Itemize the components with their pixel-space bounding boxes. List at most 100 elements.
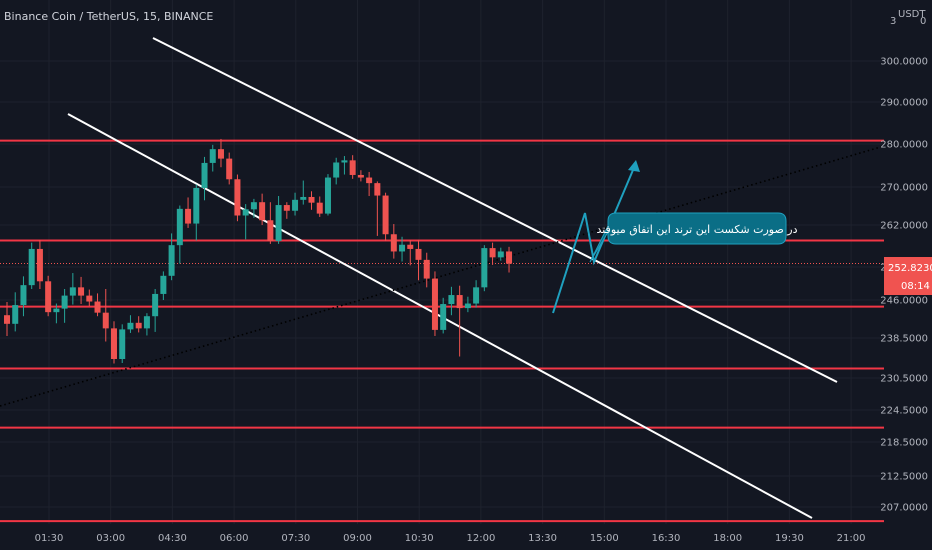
candle[interactable] [316, 196, 323, 217]
annotation-bubble[interactable] [589, 212, 787, 263]
candle[interactable] [464, 296, 471, 313]
candle[interactable] [12, 292, 19, 332]
x-tick-label: 07:30 [281, 533, 310, 544]
candle[interactable] [110, 321, 117, 364]
candle-body [119, 329, 126, 359]
candle[interactable] [407, 240, 414, 266]
candle[interactable] [209, 144, 216, 172]
x-tick-label: 04:30 [158, 533, 187, 544]
candle[interactable] [341, 156, 348, 175]
candle-body [217, 149, 224, 159]
candle[interactable] [168, 233, 175, 281]
candle-body [53, 308, 60, 313]
candle[interactable] [217, 138, 224, 168]
candle[interactable] [415, 239, 422, 281]
candle[interactable] [382, 192, 389, 241]
candle[interactable] [366, 171, 373, 197]
candle[interactable] [456, 285, 463, 357]
candle[interactable] [399, 236, 406, 262]
candle[interactable] [86, 289, 93, 307]
candle[interactable] [127, 315, 134, 333]
candle[interactable] [448, 286, 455, 316]
candle[interactable] [292, 192, 299, 216]
candle[interactable] [201, 156, 208, 201]
candle[interactable] [94, 293, 101, 317]
candle[interactable] [481, 245, 488, 292]
candle-body [94, 301, 101, 313]
candle[interactable] [357, 170, 364, 182]
time-axis[interactable]: 01:30 03:00 04:30 06:00 07:30 09:00 10:30 12:00… [35, 533, 866, 544]
candle[interactable] [45, 275, 52, 317]
candle-body [366, 177, 373, 184]
channel-upper-line[interactable] [152, 37, 838, 383]
candle-body [234, 179, 241, 216]
candle-body [431, 278, 438, 330]
candle[interactable] [185, 197, 192, 228]
candle[interactable] [234, 174, 241, 222]
candle[interactable] [390, 224, 397, 259]
candle[interactable] [242, 204, 249, 240]
candle[interactable] [143, 313, 150, 336]
candle[interactable] [431, 271, 438, 336]
candle[interactable] [226, 152, 233, 185]
candle[interactable] [267, 202, 274, 244]
trend-lines [0, 37, 885, 519]
candle[interactable] [324, 174, 331, 216]
candle[interactable] [160, 271, 167, 300]
chart-title: Binance Coin / TetherUS, 15, BINANCE [4, 10, 213, 23]
candle[interactable] [102, 289, 109, 342]
y-tick-label: 290.0000 [880, 98, 928, 109]
annotation-text: در صورت شکست این ترند این اتفاق میوفتد [596, 223, 797, 236]
candle-body [390, 234, 397, 252]
candle[interactable] [119, 324, 126, 363]
candle-body [440, 304, 447, 330]
candle[interactable] [61, 289, 68, 323]
candle[interactable] [78, 276, 85, 305]
candle[interactable] [333, 157, 340, 185]
candle[interactable] [36, 240, 43, 289]
candle[interactable] [275, 196, 282, 244]
x-tick-label: 01:30 [35, 533, 64, 544]
candle[interactable] [506, 246, 513, 273]
candle-body [267, 220, 274, 241]
candle[interactable] [489, 242, 496, 265]
dotted-trend-line[interactable] [0, 145, 885, 407]
candle[interactable] [440, 297, 447, 334]
candle[interactable] [259, 193, 266, 225]
candle-body [168, 245, 175, 276]
candle[interactable] [308, 191, 315, 210]
projection-arrow-path[interactable] [552, 162, 637, 314]
candle[interactable] [374, 181, 381, 236]
candle[interactable] [283, 202, 290, 219]
candle[interactable] [53, 303, 60, 324]
candle[interactable] [349, 155, 356, 179]
candle[interactable] [176, 205, 183, 264]
candle[interactable] [193, 184, 200, 241]
candle-body [102, 312, 109, 329]
channel-lower-line[interactable] [67, 113, 813, 519]
candle[interactable] [135, 316, 142, 333]
candle[interactable] [20, 276, 27, 317]
candle[interactable] [69, 273, 76, 305]
candle-body [185, 208, 192, 224]
candle-body [382, 195, 389, 235]
last-price-badge: 252.8230 08:14 [884, 257, 932, 295]
candle[interactable] [473, 280, 480, 308]
candle-body [78, 287, 85, 296]
candle[interactable] [497, 247, 504, 261]
projection-arrowhead-icon [628, 160, 640, 172]
candle-body [448, 295, 455, 305]
candle[interactable] [4, 302, 10, 336]
candle-body [341, 160, 348, 163]
candle[interactable] [28, 242, 35, 289]
annotation-callout[interactable]: در صورت شکست این ترند این اتفاق میوفتد [589, 212, 798, 263]
candle[interactable] [300, 180, 307, 205]
candle[interactable] [152, 289, 159, 332]
candle-body [292, 199, 299, 211]
candle[interactable] [250, 198, 257, 218]
y-tick-label: 300.0000 [880, 57, 928, 68]
x-tick-label: 09:00 [343, 533, 372, 544]
candle[interactable] [423, 252, 430, 288]
